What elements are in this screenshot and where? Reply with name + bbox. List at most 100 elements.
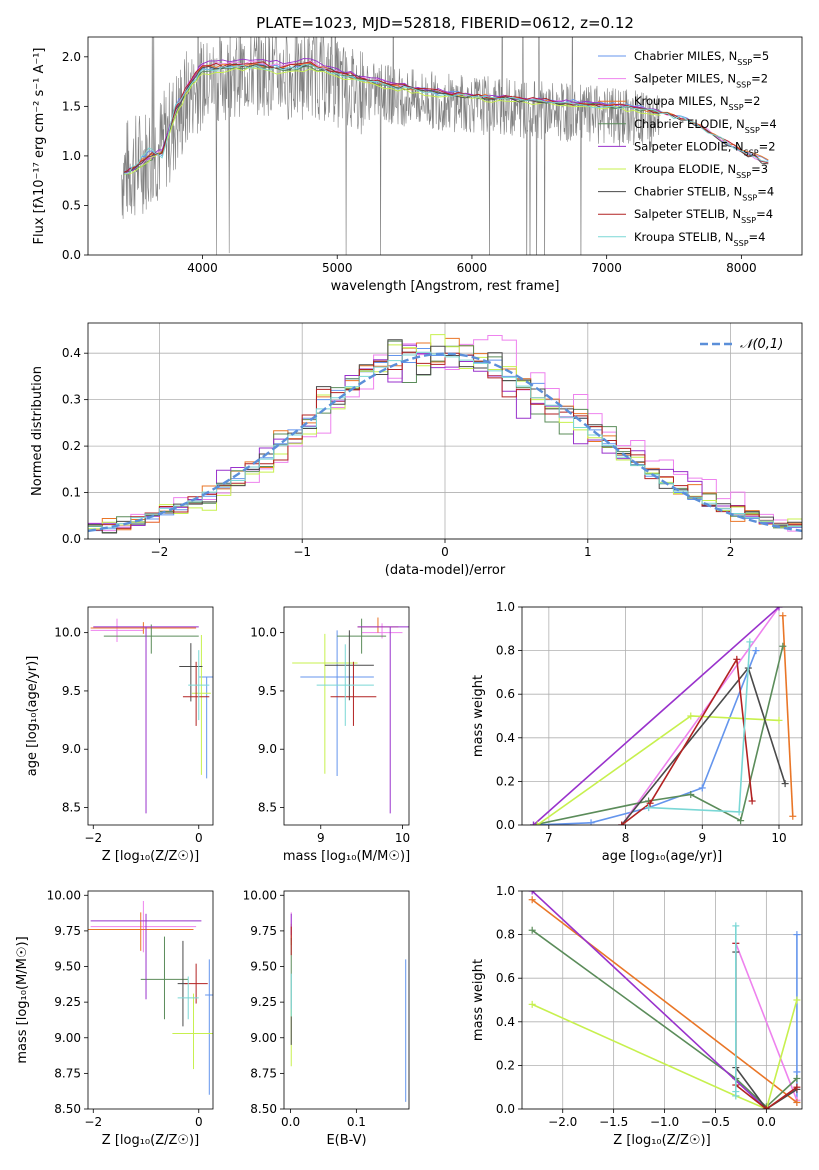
age-vs-mass-panel: 9 10 8.5 9.0 9.5 10.0 mass [log₁₀(M/M☉)] <box>250 606 410 864</box>
legend-entry: 𝒩(0,1) <box>740 337 783 352</box>
legend-count: =4 <box>760 117 777 131</box>
errorbar-plot-area <box>290 912 407 1102</box>
observed-spectrum-line <box>121 37 661 255</box>
x-tick-label: 0 <box>441 545 449 559</box>
errorbar-point <box>177 976 199 1020</box>
y-tick-label: 9.25 <box>250 995 277 1009</box>
errorbar-plot-area <box>90 618 213 814</box>
errorbar-point <box>188 650 210 721</box>
x-axis-label: Z [log₁₀(Z/Z☉)] <box>102 1133 199 1148</box>
x-tick-label: 0 <box>195 831 203 845</box>
x-tick-label: 0 <box>195 1115 203 1129</box>
legend-subscript: SSP <box>744 148 759 157</box>
histogram-step <box>88 339 802 539</box>
x-axis-label: Z [log₁₀(Z/Z☉)] <box>613 1133 710 1148</box>
residuals-histogram-panel: −2 −1 0 1 2 0.0 0.1 0.2 0.3 0.4 (data-model)/error… <box>30 322 803 578</box>
x-tick-label: 0.0 <box>281 1115 300 1129</box>
legend-count: =5 <box>752 49 769 63</box>
legend-count: =4 <box>756 207 773 221</box>
x-tick-label: 2 <box>727 545 735 559</box>
errorbar-point <box>103 624 199 654</box>
x-tick-label: −2.0 <box>548 1115 577 1129</box>
y-tick-label: 9.50 <box>54 960 81 974</box>
x-tick-label: −2 <box>84 831 102 845</box>
x-tick-label: 6000 <box>457 261 488 275</box>
errorbar-point <box>172 993 213 1070</box>
legend-subscript: SSP <box>729 103 744 112</box>
massweight-vs-metallicity-panel: −2.0 −1.5 −1.0 −0.5 0.0 0.0 0.2 0.4 0.6 0.8 1.0 Z [… <box>471 884 803 1148</box>
y-tick-label: 8.5 <box>62 801 81 815</box>
y-tick-label: 9.25 <box>54 995 81 1009</box>
x-axis-label: (data-model)/error <box>385 563 506 578</box>
y-tick-label: 1.0 <box>62 149 81 163</box>
y-tick-label: 10.0 <box>54 626 81 640</box>
y-tick-label: 2.0 <box>62 50 81 64</box>
x-tick-label: 0.0 <box>757 1115 776 1129</box>
errorbar-point <box>316 644 374 726</box>
x-tick-label: −0.5 <box>701 1115 730 1129</box>
y-axis-label: mass weight <box>471 959 486 1041</box>
legend-entry: Salpeter ELODIE, NSSP=2 <box>634 139 776 157</box>
x-tick-label: 9 <box>698 831 706 845</box>
mass-vs-metallicity-panel: −2 0 8.50 8.75 9.00 9.25 9.50 9.75 10.00 Z [log₁₀… <box>15 888 214 1148</box>
errorbar-point <box>93 626 199 814</box>
errorbar-point <box>88 912 194 951</box>
y-axis-label: Flux [fλ10⁻¹⁷ erg cm⁻² s⁻¹ A⁻¹] <box>32 48 47 245</box>
errorbar-point <box>300 630 374 777</box>
y-tick-label: 0.0 <box>496 1102 515 1116</box>
legend-subscript: SSP <box>736 171 751 180</box>
y-tick-label: 9.00 <box>250 1031 277 1045</box>
y-tick-label: 10.00 <box>47 888 81 902</box>
y-tick-label: 0.0 <box>62 248 81 262</box>
errorbar-point <box>90 622 197 634</box>
x-tick-label: 9 <box>317 831 325 845</box>
y-axis-label: mass [log₁₀(M/M☉)] <box>15 936 30 1063</box>
x-tick-label: 7000 <box>591 261 622 275</box>
x-tick-label: 8000 <box>726 261 757 275</box>
errorbar-point <box>191 634 211 775</box>
x-tick-label: 10 <box>395 831 410 845</box>
y-tick-label: 9.00 <box>54 1031 81 1045</box>
mass-vs-ebv-panel: 0.0 0.1 8.50 8.75 9.00 9.25 9.50 9.75 10.00 E(B-V… <box>243 888 410 1148</box>
errorbar-point <box>90 900 197 953</box>
normal-distribution-curve <box>88 352 802 533</box>
axes-frame <box>283 606 410 826</box>
errorbar-point <box>357 626 409 814</box>
histogram-step <box>88 334 802 539</box>
errorbar-point <box>337 618 387 654</box>
y-tick-label: 8.75 <box>54 1066 81 1080</box>
legend-entry: Chabrier ELODIE, NSSP=4 <box>634 117 777 135</box>
y-tick-label: 0.5 <box>62 198 81 212</box>
y-tick-label: 1.0 <box>496 600 515 614</box>
y-tick-label: 9.5 <box>258 684 277 698</box>
y-tick-label: 1.0 <box>496 884 515 898</box>
x-tick-label: 8 <box>622 831 630 845</box>
y-tick-label: 0.4 <box>496 1015 515 1029</box>
axes-frame <box>87 890 214 1110</box>
errorbar-point <box>182 661 210 726</box>
weight-line <box>782 615 794 817</box>
errorbar-point <box>330 661 377 726</box>
y-tick-label: 0.0 <box>62 532 81 546</box>
histogram-plot-area <box>88 334 802 539</box>
legend-entry: Kroupa ELODIE, NSSP=3 <box>634 162 768 180</box>
y-tick-label: 9.75 <box>54 924 81 938</box>
y-tick-label: 0.4 <box>496 731 515 745</box>
legend-entry: Kroupa STELIB, NSSP=4 <box>634 230 765 248</box>
legend-subscript: SSP <box>741 216 756 225</box>
errorbar-point <box>140 936 189 1020</box>
x-axis-label: mass [log₁₀(M/M☉)] <box>283 849 410 864</box>
y-tick-label: 0.2 <box>496 1058 515 1072</box>
y-tick-label: 8.5 <box>258 801 277 815</box>
y-tick-label: 8.50 <box>250 1102 277 1116</box>
weight-line <box>531 891 767 1109</box>
legend-count: =4 <box>749 230 766 244</box>
y-tick-label: 10.0 <box>250 626 277 640</box>
spectrum-legend: Chabrier MILES, NSSP=5 Salpeter MILES, NS… <box>598 49 777 247</box>
legend-count: =2 <box>744 94 761 108</box>
legend-count: =4 <box>757 185 774 199</box>
y-axis-label: age [log₁₀(age/yr)] <box>25 656 40 777</box>
massweight-vs-age-panel: 7 8 9 10 0.0 0.2 0.4 0.6 0.8 1.0 age [log₁₀(age/yr… <box>471 600 803 864</box>
legend-entry: Chabrier MILES, NSSP=5 <box>634 49 769 67</box>
y-tick-label: 8.75 <box>250 1066 277 1080</box>
